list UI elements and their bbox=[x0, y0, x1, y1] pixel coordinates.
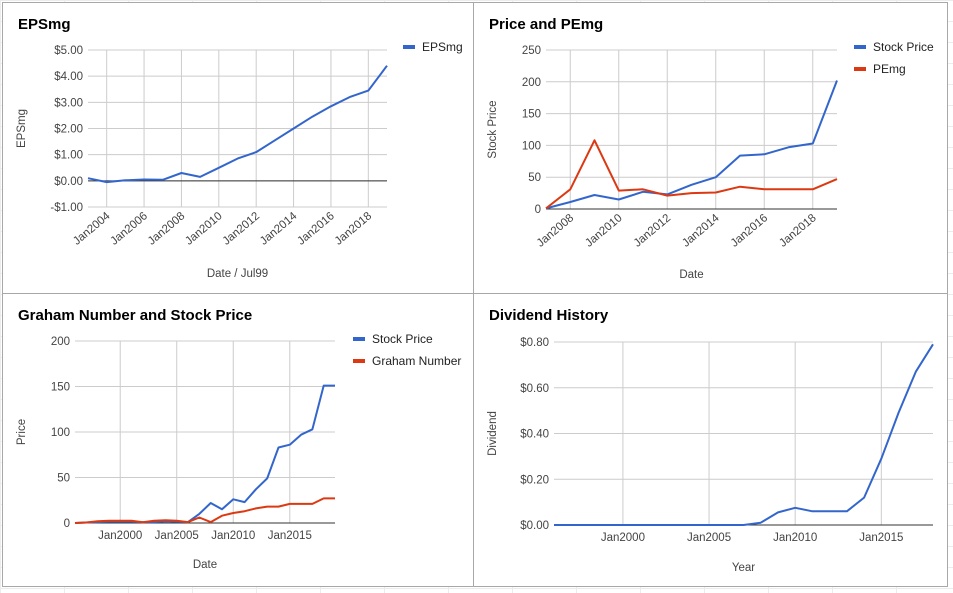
series-line-1 bbox=[545, 139, 838, 210]
chart-panel-dividend: Dividend History $0.00 $0.20 $0.40 $0.60 $0.… bbox=[473, 293, 948, 587]
x-tick-label: Jan2014 bbox=[680, 212, 722, 250]
x-tick-label: Jan2018 bbox=[777, 212, 819, 250]
chart-panel-price-pe: Price and PEmg 0 50 100 150 200 250 Jan2008 Jan… bbox=[473, 2, 948, 294]
series-line-0 bbox=[87, 65, 388, 184]
legend-label: PEmg bbox=[873, 62, 906, 76]
y-tick-label: $0.40 bbox=[520, 429, 549, 441]
series-line-0 bbox=[545, 80, 838, 210]
y-tick-label: 100 bbox=[51, 427, 70, 439]
legend-swatch bbox=[854, 45, 866, 49]
y-tick-label: $4.00 bbox=[54, 71, 83, 83]
y-tick-label: 50 bbox=[57, 473, 70, 485]
x-tick-label: Jan2016 bbox=[729, 212, 771, 250]
y-tick-label: $5.00 bbox=[54, 45, 83, 57]
chart-panel-eps: EPSmg -$1.00 $0.00 $1.00 $2.00 $3.00 $4.00 $5.… bbox=[2, 2, 474, 294]
y-tick-label: $0.80 bbox=[520, 337, 549, 349]
chart-panel-graham: Graham Number and Stock Price 0 50 100 150 2… bbox=[2, 293, 474, 587]
x-tick-label: Jan2010 bbox=[583, 212, 625, 250]
y-tick-label: $3.00 bbox=[54, 97, 83, 109]
x-tick-label: Jan2008 bbox=[535, 212, 577, 250]
x-tick-label: Jan2016 bbox=[295, 210, 337, 248]
legend-swatch bbox=[403, 45, 415, 49]
legend-label: Stock Price bbox=[873, 40, 934, 54]
x-tick-label: Jan2012 bbox=[221, 210, 263, 248]
y-tick-label: $0.00 bbox=[54, 176, 83, 188]
x-axis-title: Date bbox=[679, 269, 703, 281]
x-tick-label: Jan2004 bbox=[71, 210, 113, 248]
x-tick-label: Jan2018 bbox=[333, 210, 375, 248]
x-tick-label: Jan2014 bbox=[258, 210, 300, 248]
x-tick-label: Jan2008 bbox=[146, 210, 188, 248]
x-axis-title: Year bbox=[732, 562, 755, 574]
x-tick-label: Jan2010 bbox=[211, 530, 255, 542]
x-tick-label: Jan2006 bbox=[108, 210, 150, 248]
y-tick-label: 150 bbox=[51, 382, 70, 394]
y-tick-label: $0.20 bbox=[520, 474, 549, 486]
x-tick-label: Jan2005 bbox=[155, 530, 199, 542]
x-tick-label: Jan2015 bbox=[859, 532, 903, 544]
y-tick-label: 150 bbox=[522, 109, 541, 121]
chart-title: Dividend History bbox=[489, 307, 609, 324]
y-tick-label: -$1.00 bbox=[50, 202, 83, 214]
chart-title: Graham Number and Stock Price bbox=[18, 307, 253, 324]
y-tick-label: $0.60 bbox=[520, 383, 549, 395]
legend-swatch bbox=[353, 337, 365, 341]
legend-label: Stock Price bbox=[372, 332, 433, 346]
eps-chart: -$1.00 $0.00 $1.00 $2.00 $3.00 $4.00 $5.00 Jan2… bbox=[16, 40, 463, 280]
x-tick-label: Jan2010 bbox=[773, 532, 817, 544]
y-tick-label: $1.00 bbox=[54, 150, 83, 162]
legend-swatch bbox=[353, 359, 365, 363]
y-tick-label: 0 bbox=[64, 518, 70, 530]
x-axis-title: Date / Jul99 bbox=[207, 268, 268, 280]
y-axis-title: Dividend bbox=[487, 411, 499, 456]
x-tick-label: Jan2010 bbox=[183, 210, 225, 248]
y-tick-label: 200 bbox=[51, 336, 70, 348]
x-tick-label: Jan2012 bbox=[632, 212, 674, 250]
y-axis-title: EPSmg bbox=[16, 109, 28, 148]
chart-title: Price and PEmg bbox=[489, 16, 604, 33]
y-tick-label: 0 bbox=[535, 204, 541, 216]
x-tick-label: Jan2005 bbox=[687, 532, 731, 544]
series-line-0 bbox=[554, 343, 934, 526]
y-tick-label: 100 bbox=[522, 140, 541, 152]
x-tick-label: Jan2015 bbox=[268, 530, 312, 542]
y-axis-title: Price bbox=[16, 419, 28, 445]
series-line-0 bbox=[74, 384, 335, 524]
dividend-chart: $0.00 $0.20 $0.40 $0.60 $0.80 Jan2000 Jan2005 J… bbox=[487, 337, 934, 574]
legend-label: Graham Number bbox=[372, 354, 461, 368]
x-tick-label: Jan2000 bbox=[98, 530, 142, 542]
y-tick-label: 50 bbox=[528, 172, 541, 184]
graham-chart: 0 50 100 150 200 Jan2000 Jan2005 Jan2010 Jan2015… bbox=[16, 332, 461, 571]
y-tick-label: 250 bbox=[522, 45, 541, 57]
y-tick-label: $0.00 bbox=[520, 520, 549, 532]
y-axis-title: Stock Price bbox=[487, 100, 499, 158]
y-tick-label: $2.00 bbox=[54, 124, 83, 136]
y-tick-label: 200 bbox=[522, 77, 541, 89]
x-axis-title: Date bbox=[193, 559, 217, 571]
x-tick-label: Jan2000 bbox=[601, 532, 645, 544]
legend-swatch bbox=[854, 67, 866, 71]
legend-label: EPSmg bbox=[422, 40, 463, 54]
chart-title: EPSmg bbox=[18, 16, 71, 33]
series-line-1 bbox=[74, 497, 335, 524]
